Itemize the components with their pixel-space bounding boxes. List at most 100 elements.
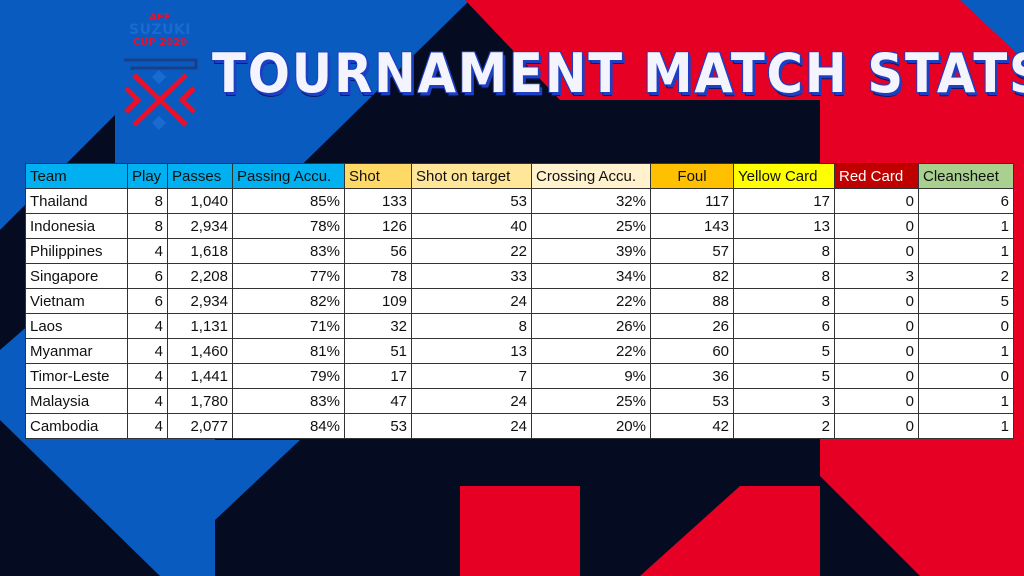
stat-cell: 32%	[531, 188, 651, 214]
team-name-cell: Laos	[25, 313, 128, 339]
stat-cell: 24	[411, 413, 532, 439]
stat-cell: 1	[918, 388, 1014, 414]
team-name-cell: Vietnam	[25, 288, 128, 314]
stat-cell: 7	[411, 363, 532, 389]
stat-cell: 56	[344, 238, 412, 264]
stat-cell: 81%	[232, 338, 345, 364]
team-name-cell: Timor-Leste	[25, 363, 128, 389]
stat-cell: 6	[127, 288, 168, 314]
stat-cell: 71%	[232, 313, 345, 339]
stat-cell: 0	[834, 238, 919, 264]
stat-cell: 2,077	[167, 413, 233, 439]
stat-cell: 5	[733, 363, 835, 389]
stat-cell: 39%	[531, 238, 651, 264]
page-title: TOURNAMENT MATCH STATS	[212, 42, 1024, 105]
stat-cell: 79%	[232, 363, 345, 389]
stat-cell: 1,131	[167, 313, 233, 339]
column-header-play: Play	[127, 163, 168, 189]
table-row: Timor-Leste 4 1,441 79% 17 7 9% 36 5 0 0	[25, 363, 1014, 389]
stat-cell: 109	[344, 288, 412, 314]
stat-cell: 143	[650, 213, 734, 239]
stat-cell: 0	[834, 188, 919, 214]
stat-cell: 8	[127, 188, 168, 214]
table-row: Singapore 6 2,208 77% 78 33 34% 82 8 3 2	[25, 263, 1014, 289]
stat-cell: 8	[411, 313, 532, 339]
stat-cell: 4	[127, 238, 168, 264]
stat-cell: 2	[733, 413, 835, 439]
column-header-yellow-card: Yellow Card	[733, 163, 835, 189]
header-row: Team Play Passes Passing Accu. Shot Shot on t…	[25, 163, 1014, 189]
table-row: Laos 4 1,131 71% 32 8 26% 26 6 0 0	[25, 313, 1014, 339]
stat-cell: 133	[344, 188, 412, 214]
stat-cell: 6	[127, 263, 168, 289]
stat-cell: 13	[411, 338, 532, 364]
stat-cell: 22%	[531, 288, 651, 314]
team-name-cell: Malaysia	[25, 388, 128, 414]
column-header-cleansheet: Cleansheet	[918, 163, 1014, 189]
table-row: Myanmar 4 1,460 81% 51 13 22% 60 5 0 1	[25, 338, 1014, 364]
stat-cell: 34%	[531, 263, 651, 289]
column-header-shot-on-target: Shot on target	[411, 163, 532, 189]
stat-cell: 8	[127, 213, 168, 239]
stat-cell: 0	[834, 363, 919, 389]
team-name-cell: Cambodia	[25, 413, 128, 439]
stat-cell: 83%	[232, 238, 345, 264]
table-row: Cambodia 4 2,077 84% 53 24 20% 42 2 0 1	[25, 413, 1014, 439]
stat-cell: 24	[411, 388, 532, 414]
stat-cell: 0	[834, 338, 919, 364]
stat-cell: 0	[834, 413, 919, 439]
stat-cell: 1	[918, 213, 1014, 239]
stat-cell: 2,208	[167, 263, 233, 289]
column-header-shot: Shot	[344, 163, 412, 189]
column-header-foul: Foul	[650, 163, 734, 189]
stat-cell: 53	[650, 388, 734, 414]
stat-cell: 5	[733, 338, 835, 364]
stat-cell: 51	[344, 338, 412, 364]
stat-cell: 1	[918, 413, 1014, 439]
stat-cell: 6	[733, 313, 835, 339]
stat-cell: 85%	[232, 188, 345, 214]
team-name-cell: Singapore	[25, 263, 128, 289]
stat-cell: 3	[834, 263, 919, 289]
stat-cell: 24	[411, 288, 532, 314]
logo-line-1: AFF	[149, 12, 171, 23]
stat-cell: 1,780	[167, 388, 233, 414]
stat-cell: 83%	[232, 388, 345, 414]
stat-cell: 4	[127, 388, 168, 414]
stat-cell: 0	[918, 363, 1014, 389]
table-row: Indonesia 8 2,934 78% 126 40 25% 143 13 0 1	[25, 213, 1014, 239]
table-row: Philippines 4 1,618 83% 56 22 39% 57 8 0 1	[25, 238, 1014, 264]
bg-shape	[960, 0, 1024, 60]
logo-line-2: SUZUKI	[128, 22, 192, 38]
stat-cell: 1,618	[167, 238, 233, 264]
stat-cell: 40	[411, 213, 532, 239]
stats-table: Team Play Passes Passing Accu. Shot Shot on t…	[25, 163, 1014, 439]
column-header-red-card: Red Card	[834, 163, 919, 189]
stat-cell: 5	[918, 288, 1014, 314]
stat-cell: 20%	[531, 413, 651, 439]
stat-cell: 0	[834, 388, 919, 414]
team-name-cell: Thailand	[25, 188, 128, 214]
logo-line-3: CUP 2020	[132, 37, 188, 48]
stat-cell: 13	[733, 213, 835, 239]
stat-cell: 2	[918, 263, 1014, 289]
stat-cell: 25%	[531, 388, 651, 414]
stat-cell: 42	[650, 413, 734, 439]
stat-cell: 0	[918, 313, 1014, 339]
stat-cell: 36	[650, 363, 734, 389]
column-header-crossing-accu: Crossing Accu.	[531, 163, 651, 189]
stat-cell: 33	[411, 263, 532, 289]
stat-cell: 57	[650, 238, 734, 264]
stat-cell: 1,040	[167, 188, 233, 214]
stat-cell: 17	[344, 363, 412, 389]
stat-cell: 1,441	[167, 363, 233, 389]
stat-cell: 126	[344, 213, 412, 239]
stat-cell: 25%	[531, 213, 651, 239]
team-name-cell: Philippines	[25, 238, 128, 264]
stat-cell: 6	[918, 188, 1014, 214]
stat-cell: 22%	[531, 338, 651, 364]
stat-cell: 88	[650, 288, 734, 314]
stat-cell: 77%	[232, 263, 345, 289]
table-row: Thailand 8 1,040 85% 133 53 32% 117 17 0 6	[25, 188, 1014, 214]
stat-cell: 8	[733, 238, 835, 264]
